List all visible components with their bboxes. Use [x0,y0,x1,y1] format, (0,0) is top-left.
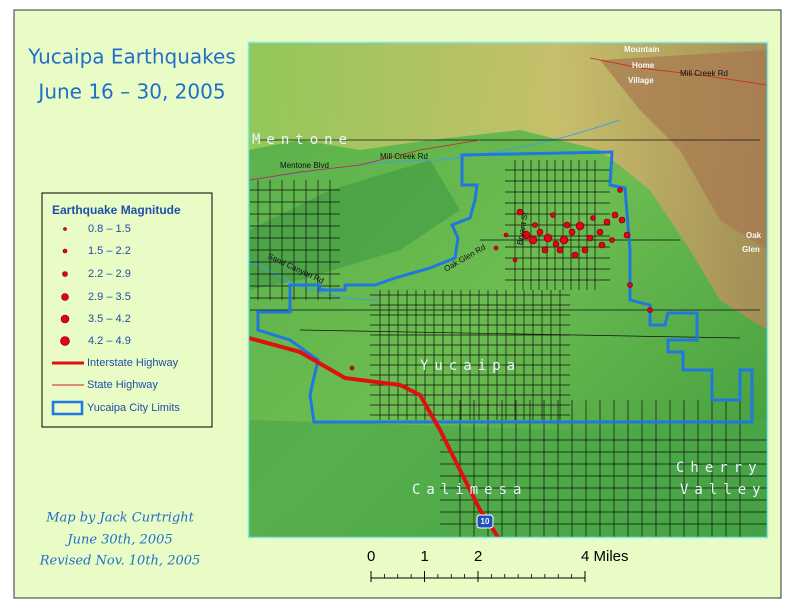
epicenter [611,211,619,219]
epicenter [617,187,623,193]
state-highway [249,139,481,181]
epicenter [349,365,355,371]
epicenter [586,234,594,242]
epicenter [536,228,544,236]
legend-label: 2.9 – 3.5 [88,291,131,303]
scale-bar: 0 1 2 4 Miles [367,548,629,582]
epicenter [559,235,569,245]
epicenter [623,231,631,239]
shield-number: 10 [481,517,490,526]
legend-symbol [51,400,84,416]
high-peaks [600,50,767,250]
map: Mentone Mentone Blvd Mill Creek Rd Mount… [249,43,767,537]
epicenter [575,221,585,231]
epicenter [590,215,596,221]
legend-label: State Highway [87,379,158,391]
subtitle: June 16 – 30, 2005 [36,80,225,104]
epicenter [552,240,560,248]
epicenter [563,221,571,229]
street [299,329,741,339]
legend-items: 0.8 – 1.5 1.5 – 2.2 2.2 – 2.9 2.9 – 3.5 3.5 … [51,223,180,416]
legend-label: 3.5 – 4.2 [88,313,131,325]
epicenter [556,246,564,254]
epicenter [609,237,615,243]
map-label: Oak [746,231,762,240]
scale-label: 4 Miles [581,548,629,565]
credit: June 30th, 2005 [64,533,172,548]
legend-title: Earthquake Magnitude [52,203,181,217]
legend-label: 2.2 – 2.9 [88,268,131,280]
epicenter [528,235,538,245]
credit: Map by Jack Curtright [45,511,194,526]
epicenter [568,228,576,236]
map-label: Mentone Blvd [280,161,329,170]
epicenter [512,257,518,263]
state-highway [589,57,767,86]
credit: Revised Nov. 10th, 2005 [39,554,201,569]
epicenter [647,307,653,313]
epicenter [543,233,553,243]
legend-label: Yucaipa City Limits [87,402,180,414]
epicenter [618,216,626,224]
legend-symbol [63,227,67,231]
epicenter [532,222,538,228]
title: Yucaipa Earthquakes [27,45,236,69]
epicenter [581,246,589,254]
epicenter [571,251,579,259]
legend-symbol [60,314,70,324]
epicenter [596,228,604,236]
legend: Earthquake Magnitude 0.8 – 1.5 1.5 – 2.2 2… [41,192,213,428]
quakes [349,187,653,371]
scale-label: 2 [474,548,482,565]
legend-symbol [62,271,68,277]
legend-label: Interstate Highway [87,357,179,369]
map-label: Mentone [252,132,353,148]
legend-box [41,192,213,428]
epicenter [603,218,611,226]
map-frame [247,41,769,539]
interstate [249,336,501,537]
scale-label: 0 [367,548,375,565]
epicenter [516,208,524,216]
valley [249,160,460,290]
legend-symbol [62,248,68,254]
epicenter [627,282,633,288]
map-label: Glen [742,245,760,254]
map-label: Yucaipa [420,358,521,374]
hills [249,420,767,537]
mountains [249,43,767,330]
scale-label: 1 [421,548,429,565]
epicenter [550,212,556,218]
map-label: Mill Creek Rd [680,69,728,78]
interstate-shield [476,514,494,529]
map-label: Mill Creek Rd [380,152,428,161]
legend-symbol [61,293,69,301]
legend-label: 1.5 – 2.2 [88,245,131,257]
city-limits [256,150,754,424]
epicenter [541,246,549,254]
map-label: Mountain [624,45,660,54]
epicenter [503,232,509,238]
map-label: Calimesa [412,482,527,498]
epicenter [521,230,531,240]
map-label: Cherry [676,460,763,476]
map-label: Home [632,61,655,70]
creek [249,259,381,301]
creek [249,119,621,181]
legend-label: 4.2 – 4.9 [88,335,131,347]
map-label: Village [628,76,654,85]
map-label: Valley [680,482,767,498]
epicenter [598,241,606,249]
legend-label: 0.8 – 1.5 [88,223,131,235]
roads [250,139,767,537]
legend-symbol [60,336,70,346]
epicenter [493,245,499,251]
